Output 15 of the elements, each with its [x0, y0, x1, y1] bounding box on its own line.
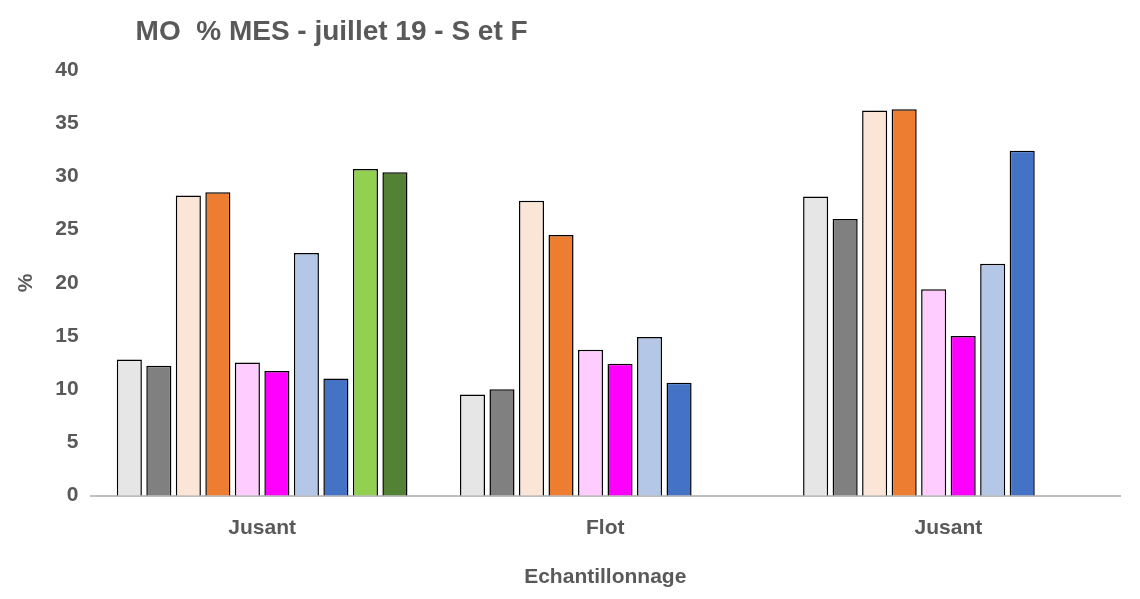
- y-tick-label: 35: [55, 110, 79, 133]
- y-tick-label: 10: [55, 376, 79, 399]
- x-tick-label: Jusant: [228, 515, 296, 538]
- x-axis-title: Echantillonnage: [524, 564, 687, 588]
- y-tick-label: 30: [55, 163, 79, 187]
- y-tick-label: 25: [55, 216, 79, 240]
- y-tick-label: 40: [55, 56, 79, 80]
- y-tick-label: 20: [55, 269, 79, 293]
- x-tick-label: Flot: [586, 515, 625, 538]
- x-tick-label: Jusant: [914, 515, 983, 538]
- y-tick-label: 0: [66, 482, 79, 506]
- y-tick-label: 15: [55, 322, 79, 346]
- y-axis-title: %: [13, 273, 37, 293]
- y-tick-label: 5: [66, 429, 79, 453]
- chart-title: MO % MES - juillet 19 - S et F: [135, 14, 528, 46]
